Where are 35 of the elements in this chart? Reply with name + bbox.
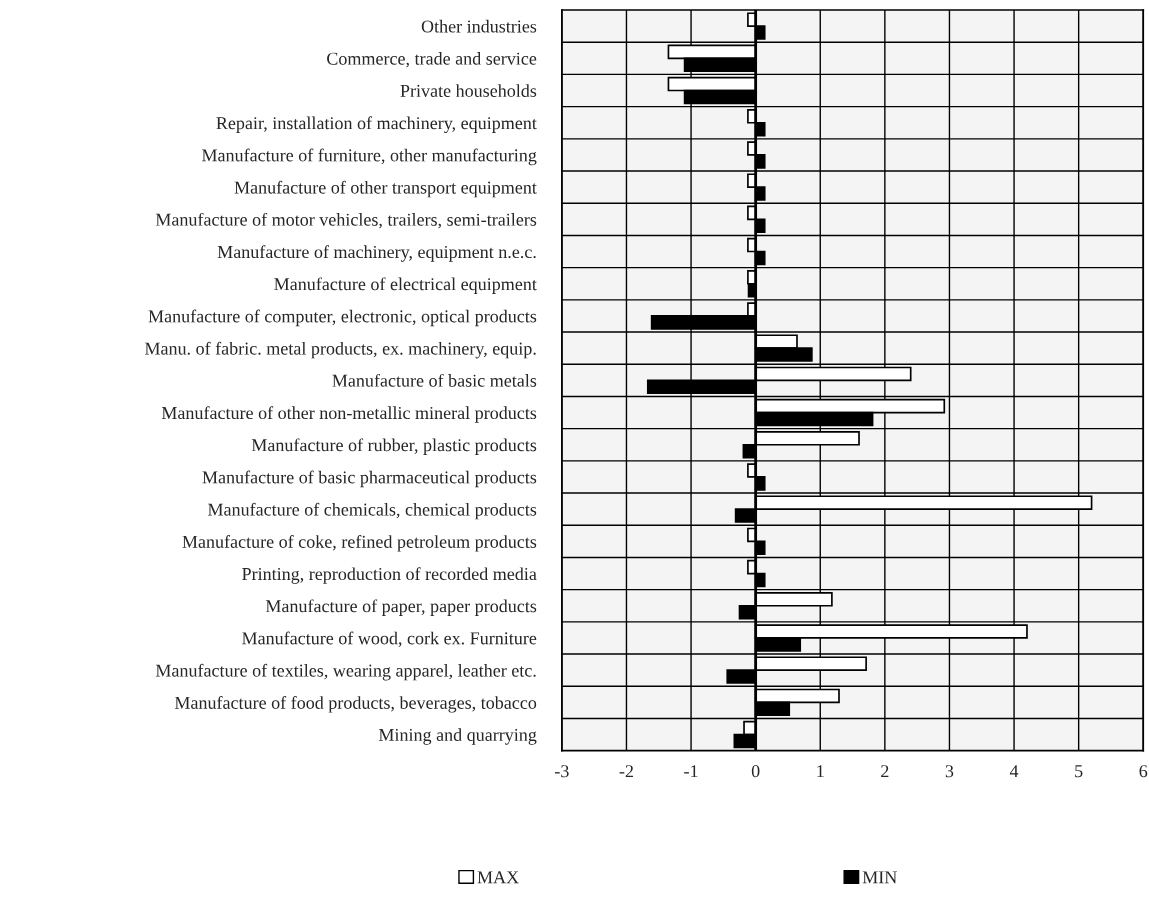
y-tick-label: Manufacture of wood, cork ex. Furniture — [242, 631, 537, 647]
y-tick-label: Other industries — [421, 19, 537, 33]
y-tick-label: Manufacture of rubber, plastic products — [251, 438, 537, 455]
legend-label: MIN — [862, 871, 897, 884]
y-tick-label: Manufacture of electrical equipment — [274, 277, 537, 294]
x-tick-label: -2 — [619, 765, 633, 778]
x-tick-label: -3 — [555, 765, 569, 778]
y-tick-label: Manufacture of machinery, equipment n.e.c. — [217, 245, 536, 262]
x-tick-label: 2 — [881, 765, 889, 778]
y-tick-label: Manufacture of paper, paper products — [265, 599, 537, 616]
y-tick-label: Manufacture of coke, refined petroleum products — [182, 535, 537, 552]
y-tick-label: Manufacture of basic metals — [332, 373, 537, 387]
y-tick-label: Manufacture of other non-metallic mineral products — [161, 406, 537, 423]
y-tick-label: Manufacture of furniture, other manufacturing — [201, 148, 537, 166]
y-tick-label: Manufacture of food products, beverages, tobacco — [174, 696, 537, 713]
y-tick-label: Printing, reproduction of recorded media — [242, 567, 537, 584]
y-tick-label: Manu. of fabric. metal products, ex. machinery, equip. — [144, 341, 536, 359]
y-tick-label: Commerce, trade and service — [327, 52, 537, 68]
y-tick-label: Private households — [400, 84, 537, 97]
x-tick-label: 1 — [817, 765, 824, 778]
y-tick-label: Manufacture of chemicals, chemical products — [208, 502, 537, 520]
x-tick-label: 6 — [1139, 765, 1148, 778]
x-tick-label: 5 — [1075, 765, 1083, 778]
y-tick-label: Repair, installation of machinery, equipment — [216, 116, 537, 133]
y-tick-label: Mining and quarrying — [378, 728, 537, 745]
x-tick-label: 0 — [751, 765, 760, 778]
y-tick-label: Manufacture of other transport equipment — [234, 180, 537, 198]
x-tick-label: 3 — [945, 765, 954, 778]
y-tick-label: Manufacture of basic pharmaceutical products — [202, 470, 537, 488]
y-tick-label: Manufacture of computer, electronic, optical products — [148, 309, 537, 327]
x-tick-label: 4 — [1009, 765, 1019, 778]
y-tick-label: Manufacture of motor vehicles, trailers, semi-trailers — [155, 212, 537, 229]
y-tick-label: Manufacture of textiles, wearing apparel, leather etc. — [155, 663, 536, 681]
legend-label: MAX — [477, 871, 519, 884]
x-tick-label: -1 — [684, 765, 698, 778]
